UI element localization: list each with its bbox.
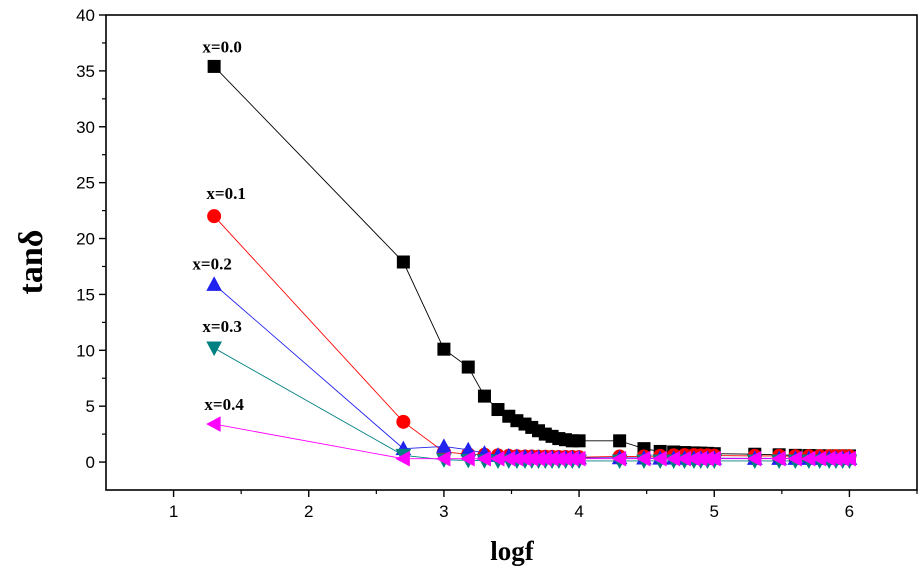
x-tick-label: 3 bbox=[439, 502, 448, 521]
data-point bbox=[706, 450, 721, 467]
data-point bbox=[206, 416, 221, 432]
data-point bbox=[746, 450, 762, 467]
y-tick-label: 15 bbox=[76, 285, 95, 304]
y-tick-label: 40 bbox=[76, 6, 95, 25]
y-axis-ticks: 0 5 10 15 20 25 30 35 40 bbox=[76, 6, 106, 472]
x-tick-label: 6 bbox=[845, 502, 854, 521]
series-layer bbox=[206, 59, 858, 469]
y-tick-label: 35 bbox=[76, 62, 95, 81]
annotation-layer: x=0.0 x=0.1 x=0.2 x=0.3 x=0.4 bbox=[192, 37, 245, 414]
data-point bbox=[491, 403, 505, 417]
series-line bbox=[213, 66, 850, 457]
data-point bbox=[613, 434, 627, 448]
y-tick-label: 5 bbox=[86, 397, 95, 416]
y-tick-label: 0 bbox=[86, 453, 95, 472]
data-point bbox=[437, 342, 451, 356]
data-point bbox=[460, 450, 475, 467]
data-point bbox=[436, 438, 452, 453]
data-point bbox=[435, 450, 451, 467]
x-tick-label: 1 bbox=[169, 502, 178, 521]
series-x=0.0 bbox=[207, 59, 856, 463]
series-x=0.2 bbox=[206, 276, 858, 465]
x-axis-ticks: 1 2 3 4 5 6 bbox=[169, 490, 918, 521]
series-annotation: x=0.4 bbox=[204, 395, 244, 414]
data-point bbox=[477, 389, 491, 403]
data-point bbox=[396, 255, 410, 269]
x-tick-label: 2 bbox=[304, 502, 313, 521]
y-tick-label: 10 bbox=[76, 341, 95, 360]
x-tick-label: 4 bbox=[574, 502, 583, 521]
data-point bbox=[572, 434, 586, 448]
data-point bbox=[771, 450, 786, 467]
y-axis-title: tanδ bbox=[13, 230, 50, 295]
series-annotation: x=0.3 bbox=[202, 317, 241, 336]
data-point bbox=[396, 414, 411, 429]
series-annotation: x=0.2 bbox=[192, 254, 231, 273]
series-annotation: x=0.1 bbox=[206, 184, 245, 203]
data-point bbox=[395, 450, 410, 467]
data-point bbox=[841, 450, 856, 467]
series-line bbox=[213, 347, 850, 462]
y-tick-label: 25 bbox=[76, 174, 95, 193]
data-point bbox=[461, 360, 475, 374]
series-x=0.4 bbox=[206, 416, 856, 467]
series-annotation: x=0.0 bbox=[202, 37, 241, 56]
data-point bbox=[206, 341, 222, 357]
data-point bbox=[635, 450, 651, 467]
data-point bbox=[571, 450, 586, 467]
y-tick-label: 20 bbox=[76, 230, 95, 249]
data-point bbox=[207, 59, 221, 73]
data-point bbox=[207, 209, 222, 224]
data-point bbox=[206, 276, 222, 291]
y-tick-label: 30 bbox=[76, 118, 95, 137]
x-tick-label: 5 bbox=[710, 502, 719, 521]
data-point bbox=[611, 450, 627, 467]
x-axis-title: logf bbox=[490, 536, 535, 566]
